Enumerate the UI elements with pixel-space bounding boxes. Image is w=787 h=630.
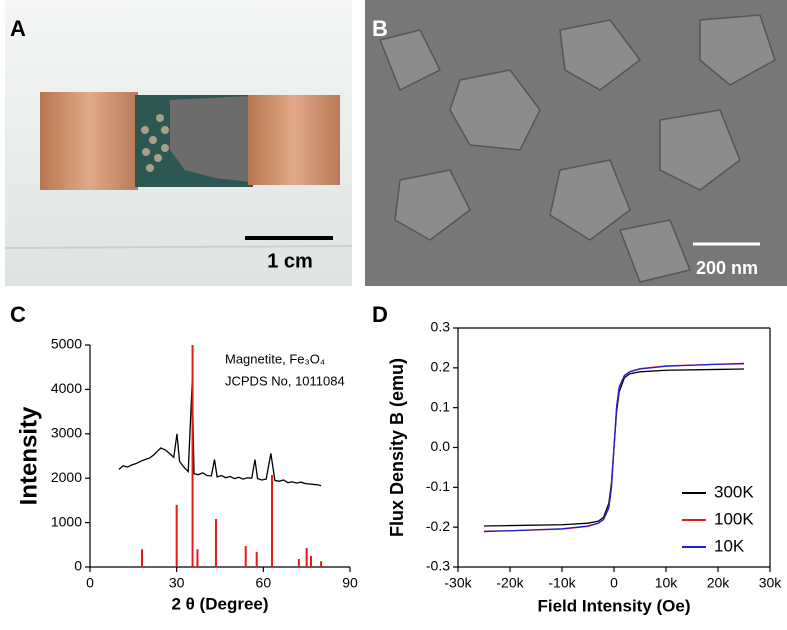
x-tick-label: 0 [610,575,618,591]
y-tick-label: 3000 [51,425,82,441]
panel-label: A [10,16,26,41]
x-tick-label: 60 [256,575,272,591]
x-tick-label: 30 [169,575,185,591]
y-tick-label: 0.0 [431,438,451,454]
photo-a [4,0,353,286]
legend-label: 300K [714,482,754,501]
panel-label: C [10,302,26,327]
y-tick-label: -0.3 [426,558,450,574]
x-tick-label: -30k [444,575,472,591]
sem-image [365,0,787,286]
y-axis-label: Intensity [15,406,42,505]
x-tick-label: 20k [707,575,731,591]
y-tick-label: 4000 [51,380,82,396]
x-tick-label: 10k [655,575,679,591]
x-axis-label: Field Intensity (Oe) [537,596,690,615]
x-tick-label: 90 [342,575,358,591]
y-tick-label: -0.1 [426,478,450,494]
y-tick-label: 1000 [51,513,82,529]
y-tick-label: -0.2 [426,518,450,534]
y-tick-label: 0 [74,558,82,574]
y-tick-label: 2000 [51,469,82,485]
annotation: JCPDS No, 1011084 [225,373,345,388]
legend-label: 100K [714,509,754,528]
panel-label: B [372,16,388,41]
annotation: Magnetite, Fe₃O₄ [225,351,325,366]
panel-label: D [372,302,388,327]
x-tick-label: 0 [86,575,94,591]
y-tick-label: 0.1 [431,398,451,414]
data-line [483,362,745,533]
y-tick-label: 0.3 [431,319,451,335]
scale-bar-label: 1 cm [267,250,313,272]
x-tick-label: -20k [496,575,524,591]
x-tick-label: -10k [548,575,576,591]
y-tick-label: 0.2 [431,359,451,375]
scale-bar-label: 200 nm [696,258,758,278]
y-axis-label: Flux Density B (emu) [387,358,407,537]
x-tick-label: 30k [759,575,783,591]
data-line [118,380,322,487]
x-axis-label: 2 θ (Degree) [171,594,268,613]
legend-label: 10K [714,536,745,555]
y-tick-label: 5000 [51,336,82,352]
